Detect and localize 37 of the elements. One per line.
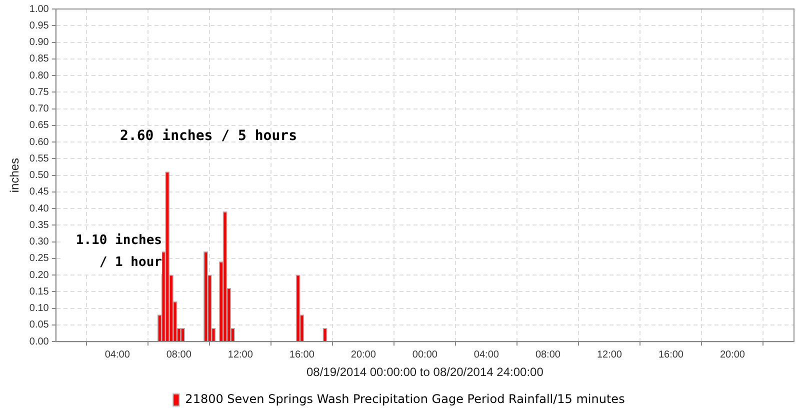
y-tick-label: 0.80: [29, 70, 50, 82]
y-tick-label: 0.70: [29, 104, 50, 115]
y-tick-label: 0.00: [29, 336, 50, 348]
y-tick-label: 0.50: [29, 170, 50, 182]
y-axis-title: inches: [8, 158, 22, 193]
annotation: 2.60 inches / 5 hours: [120, 128, 298, 144]
x-tick-label: 16:00: [658, 349, 684, 360]
y-tick-label: 0.45: [29, 186, 50, 198]
x-tick-label: 20:00: [720, 349, 746, 360]
y-tick-label: 0.85: [29, 54, 50, 65]
x-tick-label: 00:00: [412, 349, 438, 360]
x-tick-label: 12:00: [228, 349, 254, 360]
y-tick-label: 0.35: [29, 220, 50, 231]
x-tick-label: 20:00: [350, 349, 376, 360]
x-tick-label: 12:00: [596, 349, 622, 360]
x-tick-label: 08:00: [535, 349, 561, 360]
x-tick-label: 04:00: [474, 349, 500, 360]
y-tick-label: 0.55: [29, 153, 50, 164]
y-tick-label: 1.00: [29, 4, 50, 15]
y-tick-label: 0.05: [29, 320, 50, 331]
y-tick-label: 0.60: [29, 136, 50, 148]
x-axis-title: 08/19/2014 00:00:00 to 08/20/2014 24:00:00: [306, 365, 544, 380]
y-tick-label: 0.10: [29, 303, 50, 314]
y-tick-label: 0.95: [29, 20, 50, 32]
x-tick-label: 04:00: [104, 349, 130, 360]
x-tick-label: 08:00: [166, 349, 192, 360]
x-tick-label: 16:00: [289, 349, 315, 360]
y-tick-label: 0.75: [29, 86, 50, 98]
y-tick-label: 0.25: [29, 253, 50, 264]
legend-label: 21800 Seven Springs Wash Precipitation Gage Period Rainfall/15 minutes: [185, 392, 625, 406]
y-tick-label: 0.20: [29, 270, 50, 281]
y-tick-label: 0.30: [29, 236, 50, 248]
y-tick-label: 0.40: [29, 203, 50, 214]
y-tick-label: 0.15: [29, 286, 50, 298]
y-tick-label: 0.90: [29, 37, 50, 48]
y-tick-label: 0.65: [29, 120, 50, 132]
annotation: 1.10 inches / 1 hour: [62, 230, 162, 274]
